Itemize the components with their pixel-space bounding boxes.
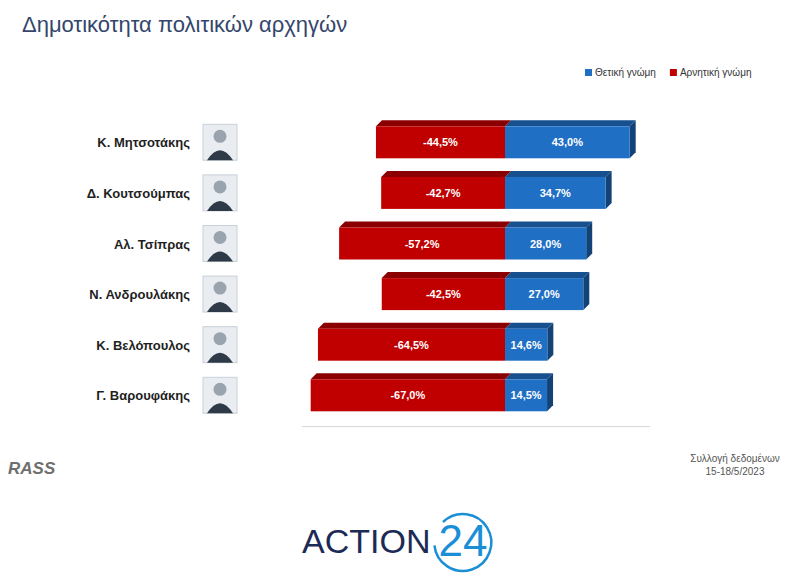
- brand-number: 24: [438, 516, 487, 565]
- bar-top-face: [318, 323, 511, 329]
- data-label: 14,5%: [510, 389, 541, 401]
- portrait: [203, 175, 237, 211]
- data-label: 43,0%: [552, 136, 583, 148]
- bar-side-face: [586, 222, 592, 260]
- bar: [505, 228, 586, 260]
- category-label: Ν. Ανδρουλάκης: [89, 287, 190, 302]
- portrait-head: [214, 130, 227, 143]
- category-label: Αλ. Τσίπρας: [114, 237, 190, 252]
- chart: Δημοτικότητα πολιτικών αρχηγών Θετική γνώ…: [0, 0, 800, 585]
- note: Συλλογή δεδομένων: [690, 453, 780, 464]
- portrait-frame: [203, 276, 237, 312]
- bar-side-face: [547, 323, 553, 361]
- portrait-frame: [203, 377, 237, 413]
- category-label: Δ. Κουτσούμπας: [87, 186, 191, 201]
- bar-top-face: [505, 272, 589, 278]
- portrait-body: [207, 403, 233, 413]
- bar-side-face: [630, 120, 636, 158]
- bar-top-face: [505, 323, 553, 329]
- data-label: 27,0%: [529, 288, 560, 300]
- axis-line: [302, 426, 650, 427]
- portrait: [203, 226, 237, 262]
- bar-side-face: [583, 272, 589, 310]
- bar-side-face: [547, 373, 553, 411]
- portrait-frame: [203, 226, 237, 262]
- portrait-body: [207, 150, 233, 160]
- bar: [318, 329, 505, 361]
- bar-top-face: [381, 171, 511, 177]
- portrait: [203, 124, 237, 160]
- bar-top-face: [505, 222, 592, 228]
- bar: [311, 379, 505, 411]
- category-label: Γ. Βαρουφάκης: [96, 388, 190, 403]
- data-label: -64,5%: [394, 339, 429, 351]
- data-label: 34,7%: [540, 187, 571, 199]
- category-label: Κ. Βελόπουλος: [96, 338, 190, 353]
- brand-logo: ACTION24: [302, 514, 491, 571]
- bar-top-face: [505, 120, 636, 126]
- portrait-body: [207, 302, 233, 312]
- bar: [382, 278, 505, 310]
- portrait-frame: [203, 175, 237, 211]
- category-label: Κ. Μητσοτάκης: [97, 135, 190, 150]
- portrait-head: [214, 180, 227, 193]
- legend-label: Θετική γνώμη: [595, 67, 656, 78]
- legend-swatch: [585, 69, 592, 76]
- portrait-body: [207, 252, 233, 262]
- legend-item: Αρνητική γνώμη: [670, 67, 752, 78]
- portrait: [203, 377, 237, 413]
- data-labels: 43,0% -44,5% 34,7% -42,7% 28,0% -57,2% 27,0% -4…: [390, 136, 583, 401]
- bar: [505, 379, 547, 411]
- portrait-head: [214, 231, 227, 244]
- data-label: -44,5%: [423, 136, 458, 148]
- bar-top-face: [382, 272, 511, 278]
- source-logo: RASS: [8, 459, 56, 478]
- portrait-body: [207, 353, 233, 363]
- data-label: 28,0%: [530, 238, 561, 250]
- data-label: -57,2%: [405, 238, 440, 250]
- portrait-frame: [203, 327, 237, 363]
- legend: Θετική γνώμη Αρνητική γνώμη: [585, 67, 751, 78]
- bar-side-face: [606, 171, 612, 209]
- note: 15-18/5/2023: [706, 466, 765, 477]
- data-label: -42,5%: [426, 288, 461, 300]
- bar: [381, 177, 505, 209]
- data-label: 14,6%: [511, 339, 542, 351]
- bar-top-face: [505, 373, 553, 379]
- bar: [505, 177, 606, 209]
- data-label: -67,0%: [390, 389, 425, 401]
- bar-top-face: [339, 222, 511, 228]
- portrait-head: [214, 332, 227, 345]
- bar: [505, 278, 583, 310]
- bar: [339, 228, 505, 260]
- bar-top-face: [505, 171, 612, 177]
- legend-label: Αρνητική γνώμη: [680, 67, 752, 78]
- brand-text: ACTION: [302, 522, 430, 560]
- bar: [376, 126, 505, 158]
- portrait-head: [214, 383, 227, 396]
- bar: [505, 126, 630, 158]
- bar: [505, 329, 547, 361]
- portrait-head: [214, 282, 227, 295]
- legend-swatch: [670, 69, 677, 76]
- background: [0, 0, 800, 585]
- portrait-body: [207, 201, 233, 211]
- portrait-frame: [203, 124, 237, 160]
- brand-ring: [434, 514, 491, 571]
- bar-top-face: [311, 373, 511, 379]
- title: Δημοτικότητα πολιτικών αρχηγών: [22, 12, 347, 37]
- bars: [311, 120, 636, 411]
- portrait: [203, 327, 237, 363]
- data-label: -42,7%: [426, 187, 461, 199]
- portrait: [203, 276, 237, 312]
- legend-item: Θετική γνώμη: [585, 67, 656, 78]
- bar-top-face: [376, 120, 511, 126]
